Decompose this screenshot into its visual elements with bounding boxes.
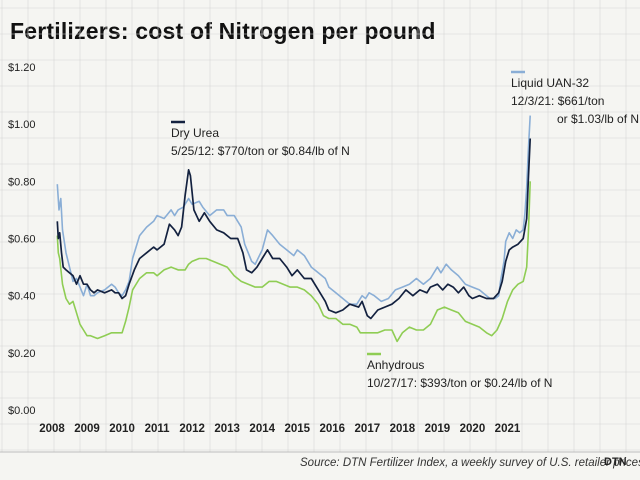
y-tick-label: $0.80: [8, 176, 36, 188]
y-tick-label: $0.00: [8, 405, 36, 417]
x-tick-label: 2014: [249, 423, 275, 435]
x-tick-label: 2009: [74, 423, 100, 435]
y-tick-label: $0.60: [8, 234, 36, 246]
annotation-label-dry-urea: Dry Urea: [171, 126, 219, 140]
series-lines: [56, 115, 532, 343]
dtn-logo: DTN: [604, 456, 627, 468]
x-tick-label: 2021: [495, 423, 521, 435]
x-tick-label: 2016: [319, 423, 345, 435]
annotation-label-liquid-uan-32: Liquid UAN-32: [511, 76, 589, 90]
y-tick-label: $1.00: [8, 119, 36, 131]
annotation-detail-dry-urea: 5/25/12: $770/ton or $0.84/lb of N: [171, 144, 350, 158]
annotation-detail-anhydrous: 10/27/17: $393/ton or $0.24/lb of N: [367, 376, 552, 390]
chart-title: Fertilizers: cost of Nitrogen per pound: [10, 18, 436, 44]
series-line-liquid-uan-32: [56, 115, 531, 305]
x-tick-label: 2019: [425, 423, 451, 435]
annotation-label-anhydrous: Anhydrous: [367, 358, 424, 372]
y-tick-label: $0.40: [8, 291, 36, 303]
x-tick-label: 2017: [355, 423, 381, 435]
x-tick-label: 2020: [460, 423, 486, 435]
x-tick-label: 2018: [390, 423, 416, 435]
x-tick-label: 2008: [39, 423, 65, 435]
y-tick-label: $1.20: [8, 62, 36, 74]
series-line-anhydrous: [56, 181, 531, 343]
y-tick-label: $0.20: [8, 348, 36, 360]
x-tick-label: 2010: [109, 423, 135, 435]
y-axis: $0.00 $0.20 $0.40 $0.60 $0.80 $1.00 $1.20: [8, 62, 36, 417]
annotations: Dry Urea 5/25/12: $770/ton or $0.84/lb of…: [171, 70, 639, 390]
source-note: Source: DTN Fertilizer Index, a weekly s…: [300, 457, 640, 469]
annotation-detail2-liquid-uan-32: or $1.03/lb of N: [557, 112, 639, 126]
x-tick-label: 2012: [179, 423, 205, 435]
series-line-dry-urea: [56, 138, 532, 320]
grid: [0, 0, 640, 453]
x-axis: 2008 2009 2010 2011 2012 2013 2014 2015 2016 2017…: [39, 423, 521, 435]
x-tick-label: 2013: [214, 423, 240, 435]
x-tick-label: 2011: [145, 423, 171, 435]
x-tick-label: 2015: [284, 423, 310, 435]
annotation-detail-liquid-uan-32: 12/3/21: $661/ton: [511, 94, 604, 108]
